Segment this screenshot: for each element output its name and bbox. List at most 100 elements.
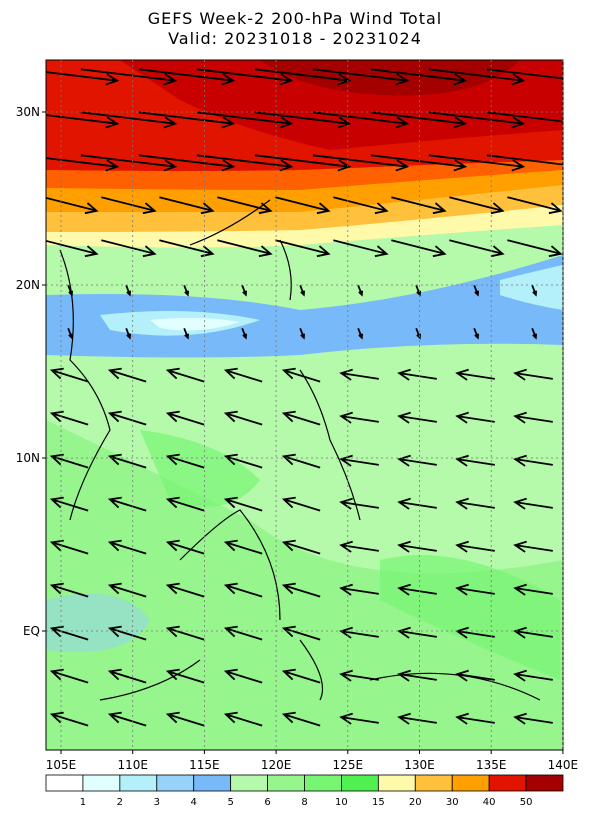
colorbar-label: 15 — [372, 797, 385, 808]
wind-arrow — [281, 367, 321, 383]
wind-arrow — [49, 625, 89, 641]
wind-arrow — [254, 154, 352, 172]
wind-arrow — [312, 154, 410, 172]
wind-arrow — [513, 497, 553, 510]
wind-arrow — [455, 497, 495, 510]
wind-arrow — [397, 626, 437, 639]
lon-label: 135E — [476, 758, 507, 772]
colorbar-box — [119, 774, 158, 792]
wind-arrow — [165, 453, 205, 469]
wind-arrow — [513, 583, 553, 596]
wind-arrow — [513, 454, 553, 467]
wind-arrow — [531, 328, 538, 340]
colorbar-box — [230, 774, 268, 792]
wind-arrow — [165, 711, 205, 727]
wind-arrow — [312, 111, 410, 129]
wind-arrow — [531, 285, 538, 297]
wind-arrow — [223, 711, 263, 727]
wind-arrow — [196, 154, 294, 172]
wind-arrow — [486, 68, 563, 80]
wind-arrow — [281, 539, 321, 555]
wind-arrow — [281, 711, 321, 727]
wind-arrow — [241, 285, 248, 297]
wind-arrow — [183, 328, 190, 340]
wind-arrow — [101, 239, 157, 258]
wind-arrow — [80, 111, 178, 129]
wind-arrow — [312, 68, 410, 86]
wind-arrow — [107, 367, 147, 383]
wind-arrow — [183, 285, 190, 297]
colorbar-box — [414, 774, 453, 792]
colorbar-label: 30 — [446, 797, 459, 808]
wind-arrow — [473, 328, 480, 340]
wind-arrow — [513, 712, 553, 725]
colorbar-box — [304, 774, 342, 792]
wind-arrow — [165, 367, 205, 383]
wind-arrow — [49, 367, 89, 383]
wind-arrow — [223, 367, 263, 383]
wind-arrow — [46, 239, 99, 258]
wind-arrow — [125, 328, 132, 340]
wind-arrow — [217, 196, 273, 215]
wind-arrow — [391, 239, 447, 258]
wind-arrow — [513, 626, 553, 639]
wind-arrow — [473, 285, 480, 297]
wind-arrow — [507, 196, 563, 215]
colorbar-box — [82, 774, 121, 792]
colorbar-label: 4 — [191, 797, 197, 808]
wind-arrow — [46, 71, 120, 86]
wind-arrow — [125, 285, 132, 297]
colorbar-box — [45, 774, 84, 792]
wind-arrow — [165, 625, 205, 641]
colorbar-box — [267, 774, 305, 792]
wind-arrow — [299, 285, 306, 297]
wind-arrow — [455, 540, 495, 553]
wind-arrow — [486, 111, 563, 123]
wind-arrow — [428, 154, 526, 172]
wind-arrow — [80, 154, 178, 172]
wind-arrow — [397, 669, 437, 682]
wind-arrow — [455, 583, 495, 596]
wind-arrow — [370, 111, 468, 129]
colorbar-box — [193, 774, 232, 792]
wind-arrow — [159, 196, 215, 215]
colorbar-box — [377, 774, 416, 792]
wind-arrow — [507, 239, 563, 258]
wind-arrow — [80, 68, 178, 86]
wind-arrow — [339, 368, 379, 381]
colorbar-label: 20 — [409, 797, 422, 808]
wind-arrow — [165, 668, 205, 684]
wind-arrow — [165, 539, 205, 555]
map-field — [46, 60, 563, 750]
wind-arrow — [428, 68, 526, 86]
wind-arrow — [46, 157, 120, 172]
wind-arrow — [275, 239, 331, 258]
wind-arrow — [107, 496, 147, 512]
colorbar-label: 3 — [154, 797, 160, 808]
wind-arrow — [415, 285, 422, 297]
wind-arrow — [513, 411, 553, 424]
colorbar-label: 5 — [227, 797, 233, 808]
wind-arrow — [281, 496, 321, 512]
wind-arrow — [513, 540, 553, 553]
wind-arrow — [107, 625, 147, 641]
wind-arrow — [49, 711, 89, 727]
wind-arrow — [281, 625, 321, 641]
colorbar-box — [156, 774, 195, 792]
wind-arrow — [357, 285, 364, 297]
colorbar-box — [488, 774, 527, 792]
wind-arrow — [223, 410, 263, 426]
wind-arrow — [281, 582, 321, 598]
lon-label: 140E — [548, 758, 579, 772]
wind-arrow — [223, 582, 263, 598]
wind-arrow — [339, 583, 379, 596]
lat-label: 30N — [16, 105, 40, 119]
lat-label: EQ — [23, 624, 40, 638]
wind-arrow — [223, 496, 263, 512]
wind-arrow — [397, 712, 437, 725]
wind-arrow — [357, 328, 364, 340]
wind-arrow — [333, 239, 389, 258]
wind-arrow — [67, 328, 74, 340]
wind-arrow — [455, 368, 495, 381]
